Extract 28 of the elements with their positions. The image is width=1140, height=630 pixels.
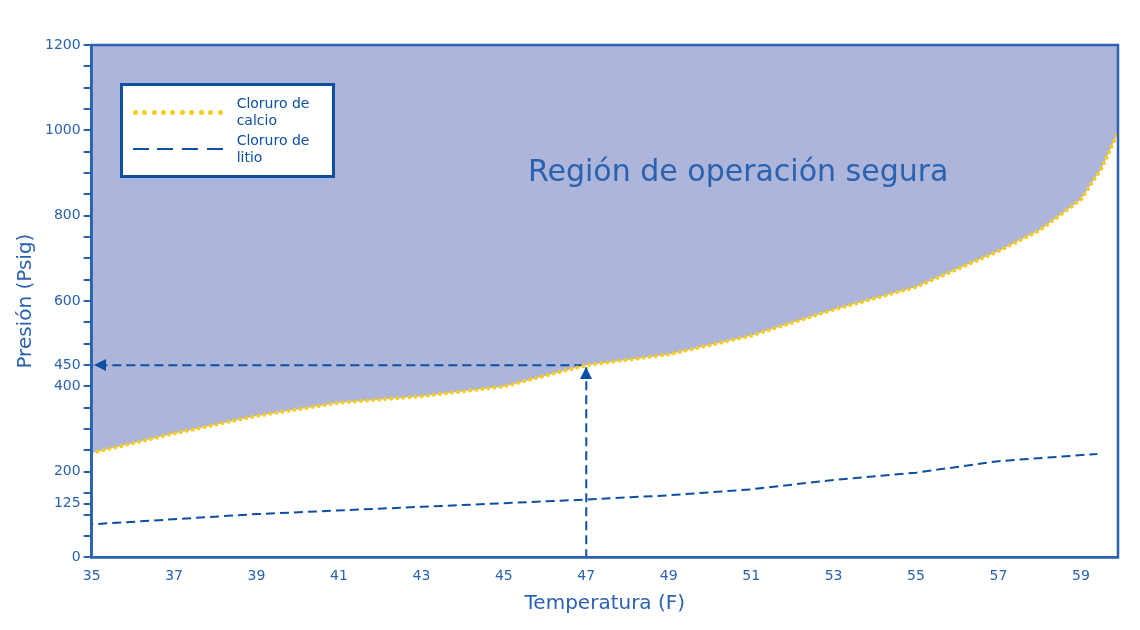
legend-label: Cloruro de litio bbox=[236, 132, 311, 166]
y-tick-label: 800 bbox=[53, 206, 81, 223]
x-tick-label: 51 bbox=[742, 567, 761, 584]
y-tick-label: 0 bbox=[71, 547, 81, 564]
y-tick-label: 400 bbox=[53, 377, 81, 394]
x-tick-label: 43 bbox=[412, 567, 431, 584]
line-series bbox=[91, 130, 1118, 456]
x-axis-title: Temperatura (F) bbox=[523, 590, 686, 615]
y-tick-label: 1000 bbox=[44, 121, 81, 138]
y-tick-label: 450 bbox=[53, 355, 81, 372]
x-tick-label: 41 bbox=[330, 567, 348, 584]
x-tick-label: 39 bbox=[247, 567, 266, 584]
x-tick-label: 35 bbox=[82, 567, 101, 584]
x-tick-label: 47 bbox=[577, 567, 596, 584]
y-tick-label: 125 bbox=[53, 494, 81, 511]
x-tick-label: 55 bbox=[907, 567, 925, 584]
x-tick-label: 59 bbox=[1071, 567, 1090, 584]
y-tick-label: 1200 bbox=[44, 35, 81, 52]
x-tick-label: 53 bbox=[824, 567, 843, 584]
x-tick-label: 49 bbox=[659, 567, 678, 584]
x-tick-label: 45 bbox=[494, 567, 513, 584]
x-tick-label: 37 bbox=[165, 567, 183, 584]
x-tick-label: 57 bbox=[989, 567, 1008, 584]
y-axis-title: Presión (Psig) bbox=[12, 233, 37, 369]
y-tick-label: 200 bbox=[53, 462, 81, 479]
legend-label: Cloruro de calcio bbox=[236, 95, 311, 129]
annotation: Región de operación segura bbox=[528, 152, 949, 188]
y-tick-label: 600 bbox=[53, 291, 81, 308]
